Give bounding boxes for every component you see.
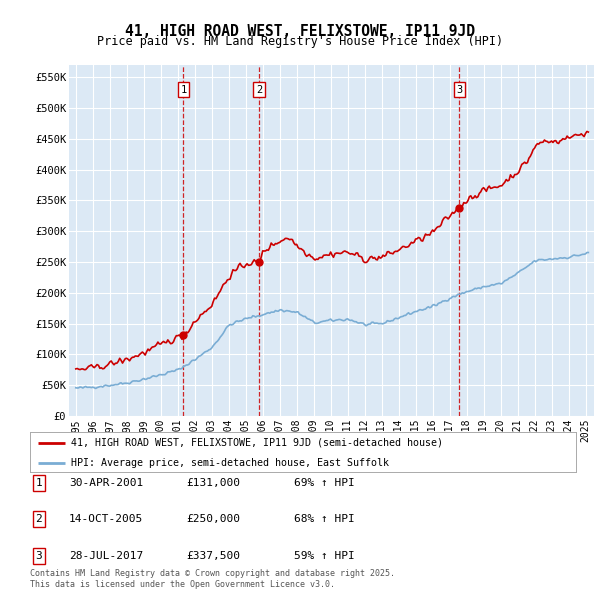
Text: 28-JUL-2017: 28-JUL-2017 [69,551,143,560]
Text: 1: 1 [35,478,43,487]
Text: Price paid vs. HM Land Registry's House Price Index (HPI): Price paid vs. HM Land Registry's House … [97,35,503,48]
Text: Contains HM Land Registry data © Crown copyright and database right 2025.
This d: Contains HM Land Registry data © Crown c… [30,569,395,589]
Text: 2: 2 [256,84,262,94]
Text: £250,000: £250,000 [186,514,240,524]
Text: 41, HIGH ROAD WEST, FELIXSTOWE, IP11 9JD (semi-detached house): 41, HIGH ROAD WEST, FELIXSTOWE, IP11 9JD… [71,438,443,448]
Text: 69% ↑ HPI: 69% ↑ HPI [294,478,355,487]
Text: 14-OCT-2005: 14-OCT-2005 [69,514,143,524]
Text: 3: 3 [457,84,463,94]
Text: £337,500: £337,500 [186,551,240,560]
Text: 1: 1 [180,84,187,94]
Text: 3: 3 [35,551,43,560]
Text: 68% ↑ HPI: 68% ↑ HPI [294,514,355,524]
Text: 2: 2 [35,514,43,524]
Text: £131,000: £131,000 [186,478,240,487]
Text: 59% ↑ HPI: 59% ↑ HPI [294,551,355,560]
Text: HPI: Average price, semi-detached house, East Suffolk: HPI: Average price, semi-detached house,… [71,458,389,468]
Text: 41, HIGH ROAD WEST, FELIXSTOWE, IP11 9JD: 41, HIGH ROAD WEST, FELIXSTOWE, IP11 9JD [125,24,475,38]
Text: 30-APR-2001: 30-APR-2001 [69,478,143,487]
